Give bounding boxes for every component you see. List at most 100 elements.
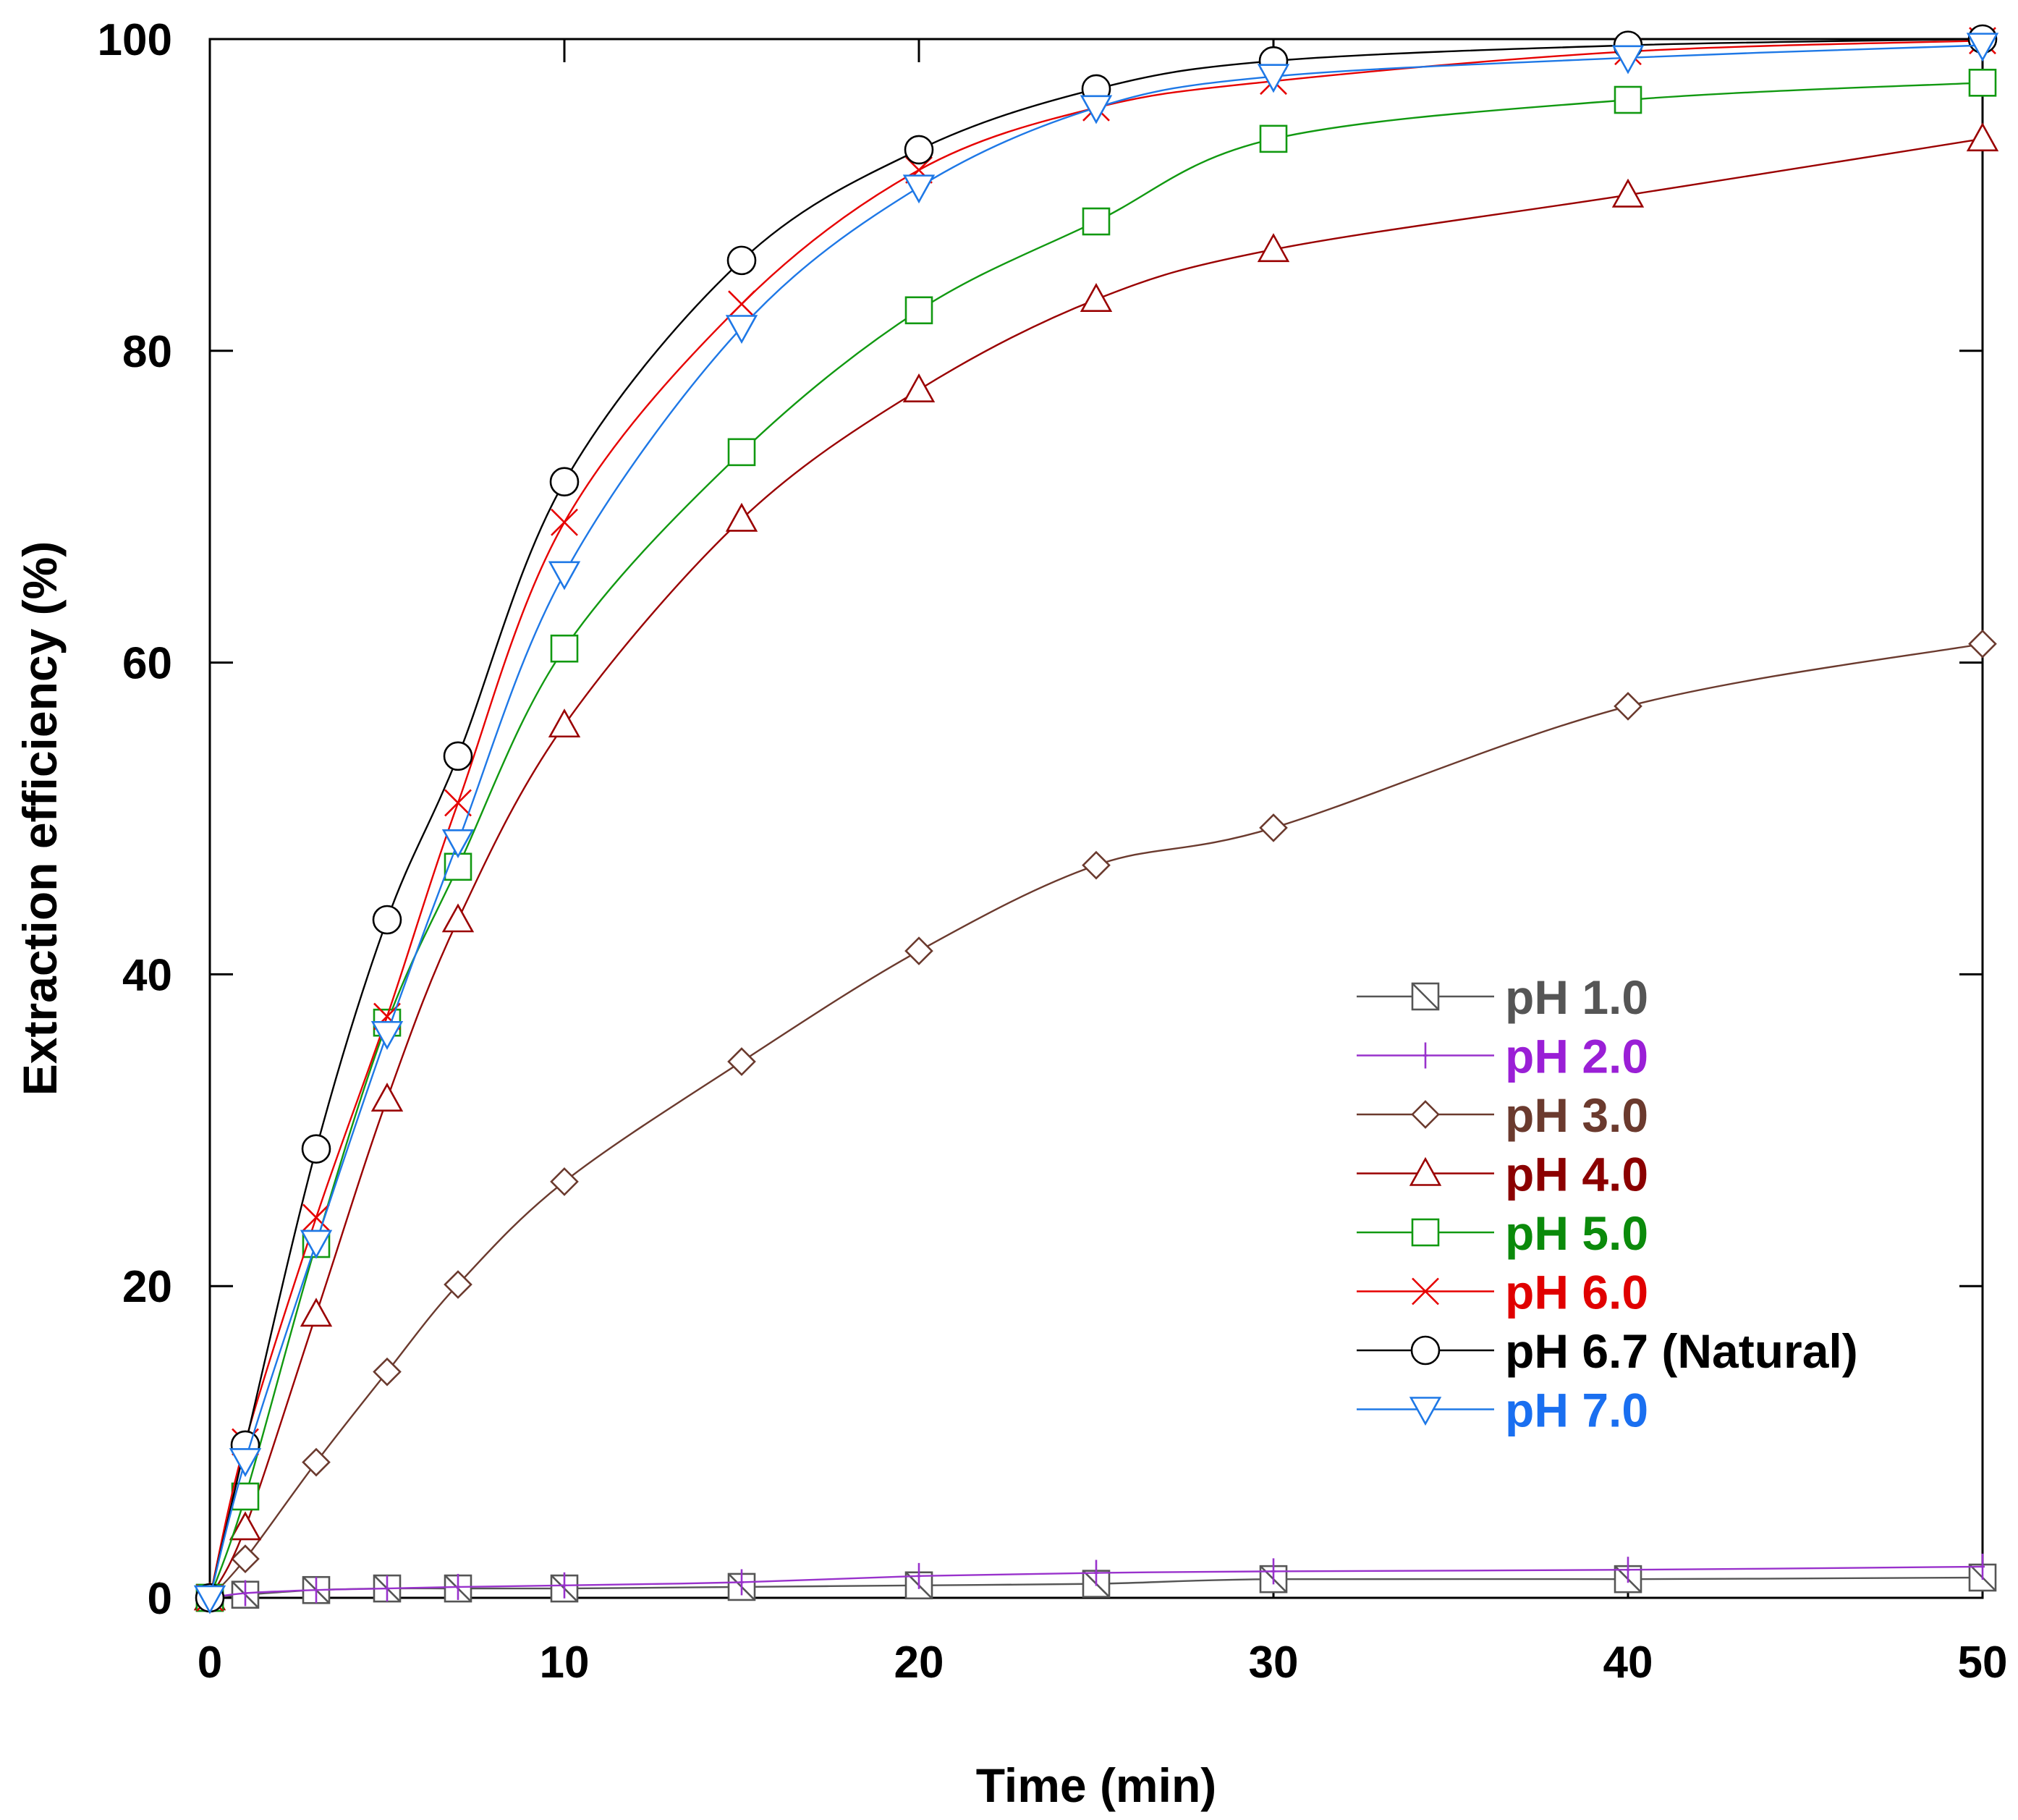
data-point [1080,95,1113,124]
data-point [243,1580,247,1607]
data-point [441,903,475,933]
series-line [209,1565,1983,1599]
legend-label: pH 2.0 [1505,1030,1648,1083]
data-point [1259,124,1288,153]
legend-marker [1411,1100,1440,1129]
x-tick-label: 50 [1958,1638,2008,1688]
legend-marker [1409,1397,1442,1426]
data-point [904,135,934,165]
legend-label: pH 6.0 [1505,1266,1648,1319]
data-point [1611,178,1645,208]
data-point [231,1544,260,1573]
tick-labels: 0 10 20 30 40 50 0 20 40 60 80 100 [98,15,2008,1688]
data-point [1259,124,1288,153]
data-point [1082,850,1111,880]
data-point [902,174,936,204]
data-point [1094,1559,1098,1586]
data-point [1966,33,1999,62]
data-point [370,1020,404,1050]
data-point [1614,692,1642,721]
x-tick-label: 40 [1603,1638,1653,1688]
data-point [904,936,933,965]
y-axis-title: Extraction efficiency (%) [13,541,67,1096]
legend-marker [1410,1335,1441,1366]
data-point [300,1298,333,1327]
data-point [1614,85,1642,114]
data-point [1082,207,1111,236]
legend-label: pH 3.0 [1505,1088,1648,1142]
y-tick-label: 60 [122,639,172,689]
data-point [726,245,757,276]
data-point [441,903,475,933]
data-point [441,829,475,858]
y-tick-label: 80 [122,327,172,377]
y-tick-label: 40 [122,950,172,1000]
legend-item: pH 4.0 [1357,1148,1648,1201]
data-point [229,1448,262,1478]
data-point [1257,233,1290,263]
data-point [902,373,936,402]
data-point [314,1577,318,1604]
legend-label: pH 6.7 (Natural) [1505,1324,1858,1378]
data-point [1271,1558,1276,1585]
data-point [193,1585,226,1614]
data-point [551,508,578,536]
data-point [1626,1557,1630,1583]
legend-marker [1412,1277,1439,1305]
data-point [1080,283,1113,313]
data-point [229,1448,262,1478]
series-7 [193,33,1999,1614]
legend-item: pH 3.0 [1357,1088,1648,1142]
data-point [443,741,473,771]
data-point [229,1511,262,1541]
data-point [302,1447,331,1477]
series-line [208,137,1983,1599]
legend-marker [1409,1156,1442,1186]
legend-label: pH 5.0 [1505,1206,1648,1260]
legend: pH 1.0 pH 2.0pH 3.0 pH 4.0pH 5.0 pH 6.0pH 6… [1357,970,1858,1437]
data-point [193,1585,226,1614]
data-point [300,1298,333,1327]
data-point [727,1047,756,1076]
series-layer [193,24,1999,1614]
series-2 [195,629,1997,1612]
data-point [549,467,580,497]
data-point [1614,85,1642,114]
data-point [300,1229,333,1259]
y-tick-label: 0 [148,1574,172,1624]
data-point [726,245,757,276]
data-point [725,502,758,532]
data-point [548,708,581,738]
legend-label: pH 4.0 [1505,1148,1648,1201]
data-point [1968,69,1997,97]
data-point [725,315,758,344]
legend-item: pH 5.0 [1357,1206,1648,1260]
data-point [725,502,758,532]
data-point [727,1047,756,1076]
data-point [370,1020,404,1050]
data-point [443,741,473,771]
data-point [370,1083,404,1112]
legend-marker [1411,1218,1440,1247]
x-tick-label: 30 [1249,1638,1299,1688]
data-point [904,296,933,325]
data-point [917,1562,921,1589]
legend-item: pH 7.0 [1357,1384,1648,1437]
data-point [548,561,581,591]
data-point [1257,64,1290,93]
data-point [300,1229,333,1259]
legend-marker [1409,1156,1442,1186]
data-point [1257,233,1290,263]
data-point [1966,33,1999,62]
data-point [373,1357,402,1387]
data-point [444,789,472,817]
data-point [548,708,581,738]
data-point [902,373,936,402]
legend-label: pH 7.0 [1505,1384,1648,1437]
legend-item: pH 6.7 (Natural) [1357,1324,1858,1378]
data-point [1611,45,1645,75]
data-point [1966,122,1999,152]
data-point [728,290,755,318]
data-point [727,438,756,467]
